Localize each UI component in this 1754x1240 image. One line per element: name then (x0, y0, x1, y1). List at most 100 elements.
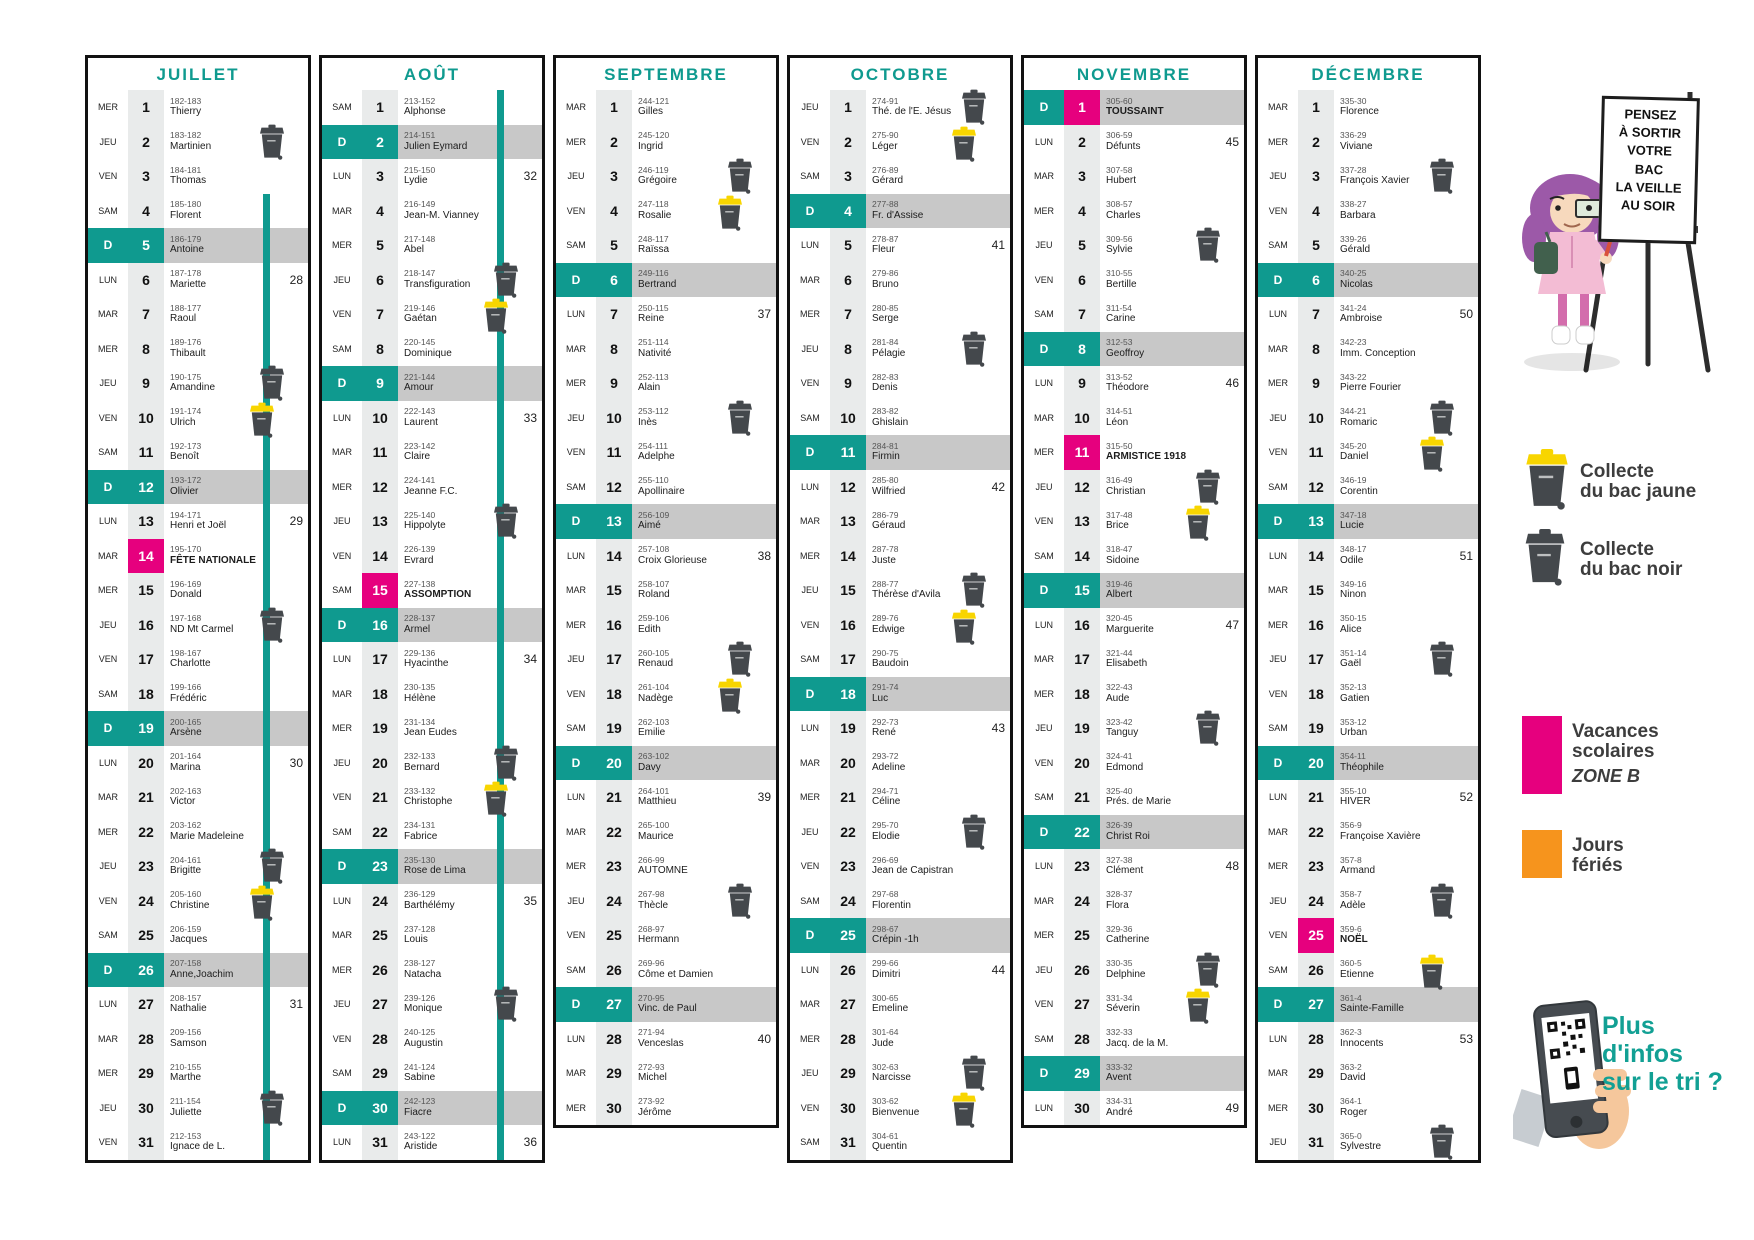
day-of-year-numbers: 279-86 (872, 268, 899, 279)
day-row: JEU 10 253-112 Inès (556, 400, 776, 436)
day-text: 238-127 Natacha (398, 953, 542, 988)
day-row: VEN 16 289-76 Edwige (790, 607, 1010, 645)
day-number: 16 (362, 607, 398, 642)
day-of-year-numbers: 256-109 (638, 509, 670, 520)
day-abbr: SAM (1268, 964, 1288, 975)
day-number: 29 (830, 1056, 866, 1091)
day-number: 23 (1298, 849, 1334, 884)
day-abbr: D (1024, 331, 1064, 366)
day-number: 18 (362, 676, 398, 711)
day-abbr: D (88, 469, 128, 504)
day-number: 8 (362, 331, 398, 366)
black-bin-icon (490, 262, 522, 298)
yellow-bin-icon (714, 195, 746, 231)
day-number: 22 (830, 814, 866, 849)
day-of-year-numbers: 239-126 (404, 992, 436, 1003)
day-of-year-numbers: 353-12 (1340, 716, 1367, 727)
day-of-year-numbers: 227-138 (404, 578, 436, 589)
saint-name: Christine (170, 899, 210, 911)
day-text: 356-9 Françoise Xavière (1334, 815, 1478, 850)
day-row: VEN 31 212-153 Ignace de L. (88, 1125, 308, 1160)
day-text: 217-148 Abel (398, 228, 542, 263)
saint-name: Marguerite (1106, 623, 1154, 635)
day-text: 198-167 Charlotte (164, 642, 308, 677)
day-text: 316-49 Christian (1100, 470, 1244, 505)
day-text: 291-74 Luc (866, 677, 1010, 712)
day-row: SAM 4 185-180 Florent (88, 193, 308, 228)
day-row: MER 29 210-155 Marthe (88, 1056, 308, 1091)
day-abbr: D (322, 849, 362, 884)
black-bin-icon (1192, 227, 1224, 263)
day-of-year-numbers: 315-50 (1106, 440, 1133, 451)
day-of-year-numbers: 214-151 (404, 130, 436, 141)
day-text: 183-182 Martinien (164, 125, 308, 160)
day-row: VEN 27 331-34 Séverin (1024, 987, 1244, 1024)
day-abbr: LUN (332, 1137, 351, 1148)
day-abbr: MER (98, 585, 118, 596)
saint-name: Rose de Lima (404, 865, 466, 877)
day-abbr: MER (1034, 930, 1054, 941)
day-of-year-numbers: 203-162 (170, 820, 202, 831)
day-row: D 29 333-32 Avent (1024, 1056, 1244, 1091)
day-of-year-numbers: 346-19 (1340, 475, 1367, 486)
day-abbr: VEN (98, 654, 118, 665)
saint-name: Françoise Xavière (1340, 830, 1421, 842)
saint-name: Tanguy (1106, 727, 1139, 739)
saint-name: Sylvestre (1340, 1141, 1382, 1153)
day-text: 341-24 Ambroise (1334, 297, 1478, 332)
day-row: JEU 6 218-147 Transfiguration (322, 262, 542, 298)
yellow-bin-icon (1416, 436, 1448, 472)
day-number: 21 (1064, 780, 1100, 815)
day-of-year-numbers: 243-122 (404, 1130, 436, 1141)
day-abbr: SAM (98, 688, 118, 699)
day-text: 266-99 AUTOMNE (632, 849, 776, 884)
saint-name: ARMISTICE 1918 (1106, 451, 1187, 463)
day-row: MAR 8 342-23 Imm. Conception (1258, 331, 1478, 366)
day-text: 244-121 Gilles (632, 90, 776, 125)
day-of-year-numbers: 340-25 (1340, 268, 1367, 279)
saint-name: Edith (638, 623, 661, 635)
day-number: 16 (128, 607, 164, 642)
day-number: 25 (1064, 918, 1100, 953)
day-row: LUN 17 229-136 Hyacinthe 34 (322, 642, 542, 677)
day-row: D 18 291-74 Luc (790, 676, 1010, 712)
day-number: 12 (1064, 469, 1100, 504)
day-of-year-numbers: 324-41 (1106, 751, 1133, 762)
day-text: 321-44 Elisabeth (1100, 642, 1244, 677)
black-bin-icon (490, 503, 522, 539)
day-row: D 25 298-67 Crépin -1h (790, 918, 1010, 953)
day-of-year-numbers: 229-136 (404, 647, 436, 658)
day-abbr: MAR (332, 205, 352, 216)
saint-name: Roland (638, 589, 670, 601)
day-abbr: SAM (98, 930, 118, 941)
day-number: 12 (830, 469, 866, 504)
day-abbr: MER (566, 619, 586, 630)
summer-vacation-bar (263, 193, 270, 1160)
saint-name: Pélagie (872, 347, 906, 359)
day-text: 194-171 Henri et Joël (164, 504, 308, 539)
day-abbr: LUN (1034, 136, 1053, 147)
day-of-year-numbers: 351-14 (1340, 647, 1367, 658)
day-row: MAR 18 230-135 Hélène (322, 676, 542, 711)
day-abbr: SAM (566, 723, 586, 734)
day-number: 25 (1298, 918, 1334, 953)
day-abbr: MER (98, 102, 118, 113)
day-row: D 11 284-81 Firmin (790, 435, 1010, 470)
day-abbr: VEN (566, 930, 586, 941)
day-of-year-numbers: 265-100 (638, 820, 670, 831)
day-abbr: D (1258, 987, 1298, 1022)
day-row: MER 21 294-71 Céline (790, 780, 1010, 815)
day-row: MER 9 252-113 Alain (556, 366, 776, 401)
month-column-DÉCEMBRE: DÉCEMBRE MAR 1 335-30 Florence MER 2 336-29 Vivi… (1255, 55, 1481, 1163)
day-number: 19 (362, 711, 398, 746)
day-text: 335-30 Florence (1334, 90, 1478, 125)
zone-b-label: ZONE B (1572, 766, 1641, 786)
day-abbr: LUN (1034, 619, 1053, 630)
day-of-year-numbers: 352-13 (1340, 682, 1367, 693)
day-row: SAM 24 297-68 Florentin (790, 883, 1010, 918)
day-number: 23 (596, 849, 632, 884)
week-number: 48 (1225, 859, 1239, 874)
week-number: 28 (289, 272, 303, 287)
day-text: 358-7 Adèle (1334, 884, 1478, 919)
day-number: 25 (128, 918, 164, 953)
